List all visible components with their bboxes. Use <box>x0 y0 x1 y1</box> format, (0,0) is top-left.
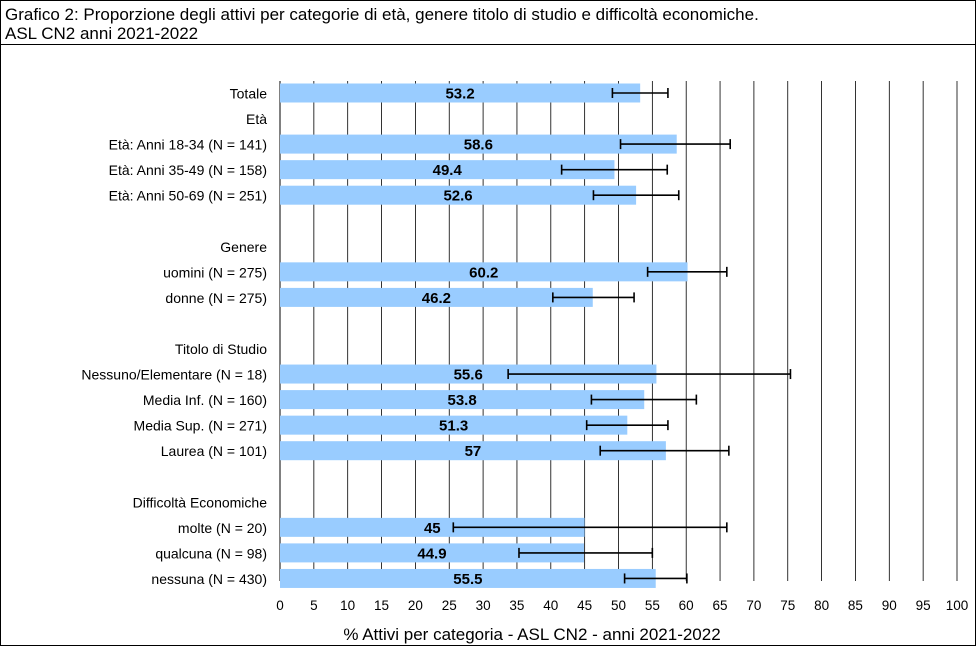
value-label: 52.6 <box>443 188 472 205</box>
category-label: qualcuna (N = 98) <box>155 545 267 561</box>
bar <box>280 185 637 205</box>
chart-subtitle: ASL CN2 anni 2021-2022 <box>5 24 199 43</box>
x-tick-label: 70 <box>746 598 761 613</box>
category-label: molte (N = 20) <box>178 520 267 536</box>
bar <box>280 390 645 410</box>
category-labels: Totale Età Età: Anni 18-34 (N = 141) Età: A… <box>81 86 267 587</box>
chart-title-box: Grafico 2: Proporzione degli attivi per … <box>1 1 975 45</box>
bar <box>280 517 585 537</box>
x-tick-label: 35 <box>509 598 524 613</box>
category-label: Media Sup. (N = 271) <box>134 418 267 434</box>
bar <box>280 543 584 563</box>
x-tick-label: 65 <box>713 598 728 613</box>
x-tick-label: 0 <box>276 598 284 613</box>
value-label: 46.2 <box>422 290 451 307</box>
error-bars <box>452 88 792 584</box>
bars <box>280 83 688 588</box>
chart-title: Grafico 2: Proporzione degli attivi per … <box>5 5 759 24</box>
value-label: 60.2 <box>469 264 498 281</box>
x-axis-title: % Attivi per categoria - ASL CN2 - anni … <box>343 625 720 644</box>
x-tick-label: 25 <box>442 598 457 613</box>
x-tick-label: 15 <box>374 598 389 613</box>
x-tick-label: 80 <box>814 598 829 613</box>
category-label: Laurea (N = 101) <box>161 443 267 459</box>
category-label: Genere <box>220 239 267 255</box>
bar <box>280 568 656 588</box>
x-tick-label: 75 <box>780 598 795 613</box>
category-label: Età: Anni 50-69 (N = 251) <box>109 188 267 204</box>
x-tick-label: 40 <box>543 598 558 613</box>
value-label: 55.5 <box>453 571 482 588</box>
category-label: Titolo di Studio <box>175 341 267 357</box>
category-label: nessuna (N = 430) <box>151 571 267 587</box>
category-label: Età <box>246 111 267 127</box>
category-label: Età: Anni 35-49 (N = 158) <box>109 162 267 178</box>
bar <box>280 364 657 384</box>
category-label: Età: Anni 18-34 (N = 141) <box>109 137 267 153</box>
x-tick-label: 55 <box>645 598 660 613</box>
value-label: 44.9 <box>417 545 446 562</box>
x-tick-label: 30 <box>476 598 491 613</box>
category-label: Nessuno/Elementare (N = 18) <box>81 367 267 383</box>
bar <box>280 160 615 180</box>
value-label: 51.3 <box>439 418 468 435</box>
category-label: Media Inf. (N = 160) <box>143 392 267 408</box>
x-tick-label: 20 <box>408 598 423 613</box>
x-tick-label: 50 <box>611 598 626 613</box>
value-label: 53.8 <box>448 392 477 409</box>
bar <box>280 83 641 103</box>
bar <box>280 415 628 435</box>
x-tick-label: 100 <box>946 598 969 613</box>
x-tick-label: 85 <box>848 598 863 613</box>
x-tick-label: 10 <box>340 598 355 613</box>
x-tick-label: 45 <box>577 598 592 613</box>
value-label: 45 <box>424 520 441 537</box>
gridlines <box>279 81 958 581</box>
value-label: 53.2 <box>445 86 474 103</box>
bar <box>280 287 593 307</box>
value-label: 57 <box>465 443 482 460</box>
bar <box>280 262 688 282</box>
x-tick-labels: 0 5 10 15 20 25 30 35 40 45 50 55 60 65 70 75 80 85 90 95 10… <box>276 598 968 613</box>
x-tick-label: 95 <box>916 598 931 613</box>
category-label: Difficoltà Economiche <box>133 494 268 510</box>
category-label: Totale <box>230 86 268 102</box>
x-tick-label: 60 <box>679 598 694 613</box>
category-label: donne (N = 275) <box>165 290 267 306</box>
bar <box>280 134 677 154</box>
value-label: 49.4 <box>433 162 463 179</box>
category-label: uomini (N = 275) <box>163 264 267 280</box>
value-label: 58.6 <box>464 137 493 154</box>
x-tick-label: 5 <box>310 598 318 613</box>
value-label: 55.6 <box>454 367 483 384</box>
value-labels: 53.2 58.649.4 52.6 60.2 46.2 55.6 53.8 51.3 57 45… <box>417 86 498 588</box>
x-tick-label: 90 <box>882 598 897 613</box>
bar <box>280 441 666 461</box>
